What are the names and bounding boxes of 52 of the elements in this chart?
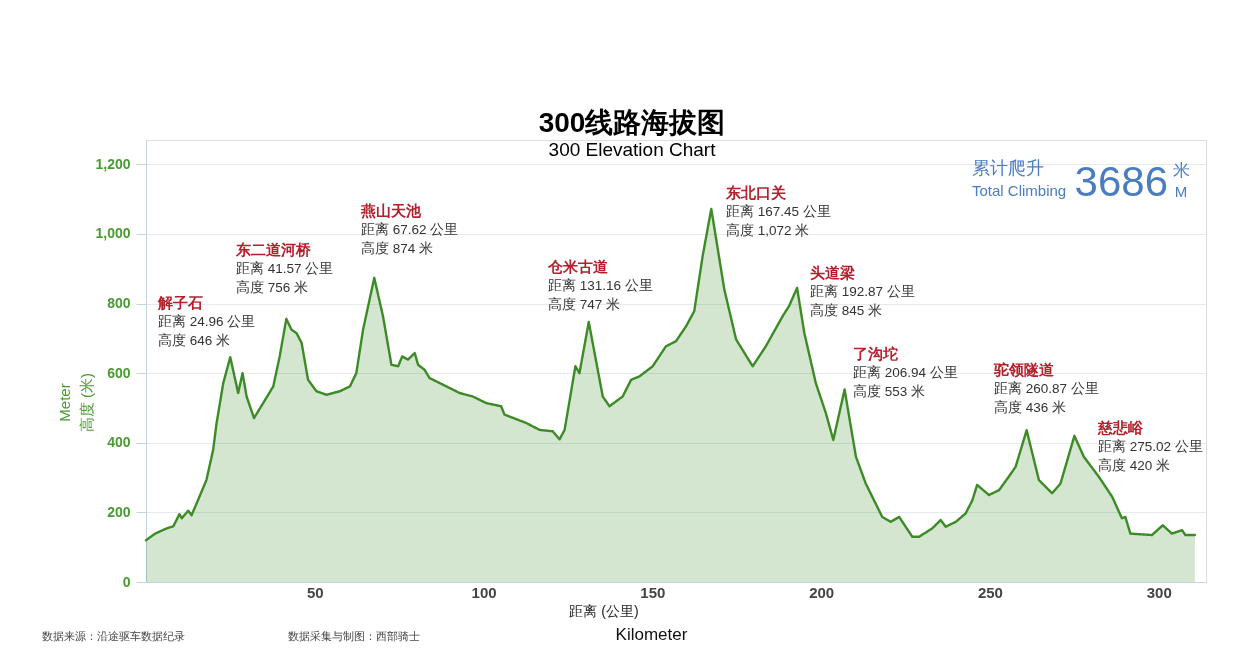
- chart-subtitle: 300 Elevation Chart: [548, 139, 717, 160]
- annotation: Total Climbing: [972, 182, 1067, 199]
- annotation: 仓米古道: [547, 258, 609, 275]
- annotation: 距离 41.57 公里: [236, 261, 334, 276]
- annotation: 高度 874 米: [361, 241, 434, 256]
- annotation: M: [1174, 183, 1188, 200]
- annotation: 距离 67.62 公里: [361, 222, 459, 237]
- annotation: 距离 260.87 公里: [994, 381, 1099, 396]
- y-tick-label: 1,200: [95, 155, 131, 172]
- annotation: 解子石: [157, 294, 203, 311]
- annotation: 东二道河桥: [235, 241, 312, 258]
- x-tick-label: 150: [640, 583, 666, 601]
- annotation: 高度 436 米: [994, 400, 1067, 415]
- annotation: 距离 206.94 公里: [853, 365, 958, 380]
- annotation: 驼领隧道: [993, 361, 1055, 378]
- x-tick-label: 250: [977, 583, 1003, 601]
- annotation: 高度 646 米: [158, 333, 231, 348]
- y-tick-label: 400: [107, 434, 131, 451]
- annotation: 燕山天池: [360, 202, 422, 219]
- y-tick-label: 0: [122, 573, 131, 590]
- annotation: 距离 275.02 公里: [1098, 439, 1203, 454]
- annotation: 高度 1,072 米: [726, 223, 810, 238]
- annotation: 距离 24.96 公里: [158, 314, 256, 329]
- source-note: 数据来源：沿途驱车数据纪录: [42, 630, 185, 642]
- x-tick-label: 100: [471, 583, 497, 601]
- annotation: 高度 420 米: [1098, 458, 1171, 473]
- annotation: 距离 167.45 公里: [726, 204, 831, 219]
- annotation: 累计爬升: [972, 158, 1044, 178]
- annotation: 头道梁: [810, 264, 855, 281]
- annotation: 东北口关: [725, 184, 786, 201]
- x-tick-label: 300: [1146, 583, 1172, 601]
- chart-title: 300线路海拔图: [538, 107, 726, 138]
- y-tick-label: 200: [107, 503, 131, 520]
- annotation: 高度 756 米: [236, 280, 309, 295]
- annotation: 3686: [1074, 158, 1168, 205]
- annotation: 高度 845 米: [810, 303, 883, 318]
- y-tick-label: 1,000: [95, 225, 131, 242]
- annotation: 了沟坨: [853, 345, 898, 362]
- annotation: 高度 747 米: [548, 297, 621, 312]
- x-tick-label: 50: [306, 583, 324, 601]
- text: 距离 (公里): [569, 603, 639, 619]
- y-tick-label: 600: [107, 364, 131, 381]
- annotation: 高度 553 米: [853, 384, 926, 399]
- annotation: 距离 131.16 公里: [548, 278, 653, 293]
- x-axis-title: Kilometer: [615, 624, 688, 644]
- annotation: 距离 192.87 公里: [810, 284, 915, 299]
- annotation: 米: [1172, 161, 1190, 180]
- y-axis-title: Meter 高度 (米): [55, 372, 95, 433]
- y-tick-label: 800: [107, 295, 131, 312]
- x-tick-label: 200: [809, 583, 835, 601]
- annotation: 慈悲峪: [1097, 419, 1144, 436]
- text: 数据采集与制图：西部骑士: [288, 630, 420, 642]
